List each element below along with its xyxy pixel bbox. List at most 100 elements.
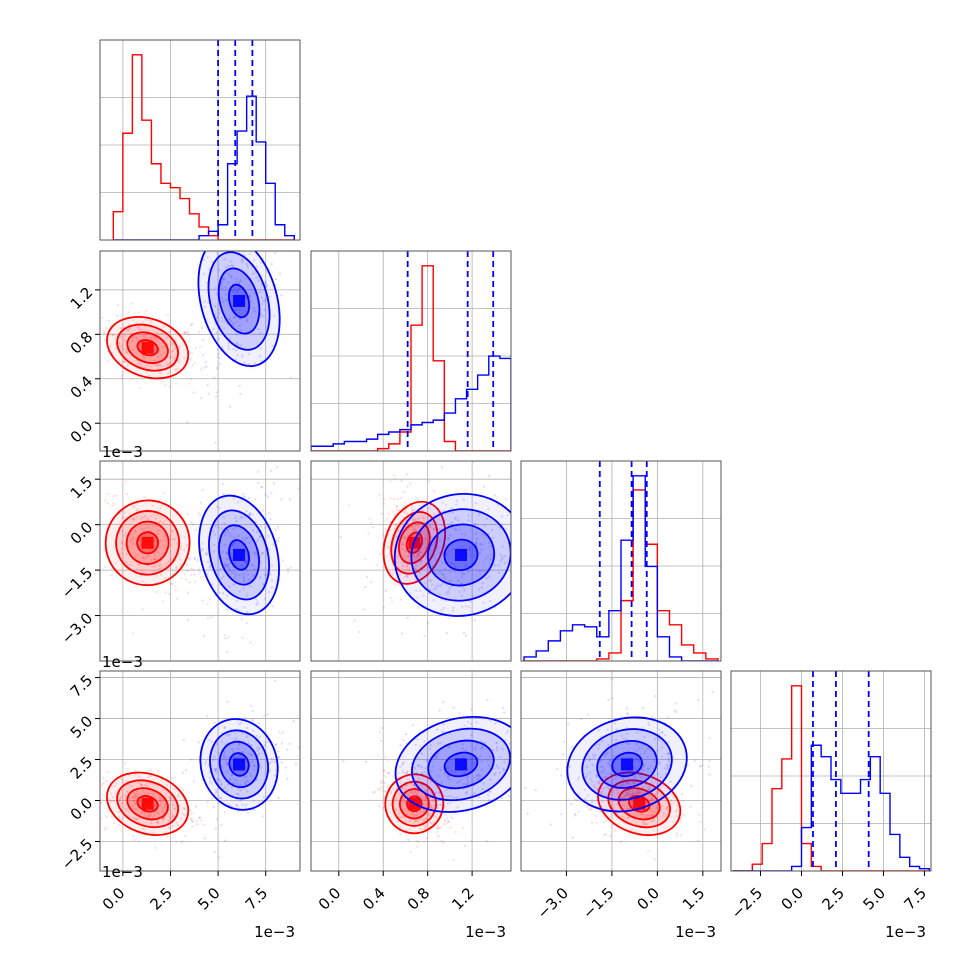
scatter-point [485, 577, 488, 580]
scatter-point [250, 774, 253, 778]
scatter-point [126, 364, 129, 367]
scatter-point [100, 801, 103, 804]
scatter-point [166, 372, 170, 376]
scatter-point [244, 221, 246, 223]
scatter-point [215, 252, 219, 255]
scatter-point [470, 733, 473, 737]
scatter-point [418, 550, 421, 554]
scatter-point [579, 717, 583, 721]
scatter-point [195, 823, 199, 826]
scatter-point [608, 787, 611, 790]
scatter-point [588, 807, 591, 811]
scatter-point [679, 816, 683, 820]
scatter-point [424, 789, 427, 793]
scatter-point [106, 492, 109, 496]
scatter-point [427, 787, 430, 791]
scatter-point [627, 793, 630, 796]
scatter-point [558, 723, 560, 725]
scatter-point [638, 773, 641, 777]
scatter-point [593, 786, 596, 789]
scatter-point [477, 513, 481, 516]
scatter-point [424, 817, 428, 821]
red-histogram [524, 489, 719, 661]
scatter-point [156, 364, 159, 367]
scatter-point [414, 523, 418, 526]
scatter-point [235, 599, 239, 602]
scatter-point [422, 803, 425, 807]
scatter-point [149, 365, 152, 368]
scatter-point [246, 790, 249, 793]
scatter-point [199, 368, 203, 371]
scatter-point [253, 567, 256, 571]
scatter-point [416, 606, 420, 610]
scatter-point [608, 763, 611, 766]
scatter-point [402, 490, 406, 494]
scatter-point [232, 316, 235, 319]
scatter-point [152, 563, 156, 567]
scatter-point [199, 501, 202, 504]
scatter-point [212, 543, 216, 547]
scatter-point [140, 568, 144, 572]
scatter-point [428, 507, 431, 510]
scatter-point [611, 822, 615, 826]
scatter-point [242, 579, 246, 583]
scatter-point [627, 790, 630, 793]
scatter-point [151, 565, 154, 568]
scatter-point [405, 535, 409, 539]
scatter-point [141, 320, 145, 324]
scatter-point [410, 780, 413, 783]
scatter-point [202, 366, 206, 369]
scatter-point [101, 316, 104, 319]
scatter-point [437, 834, 440, 838]
scatter-point [212, 530, 215, 533]
scatter-point [576, 798, 579, 802]
scatter-point [416, 794, 419, 797]
scatter-point [252, 564, 255, 567]
scatter-point [535, 523, 537, 525]
scatter-point [483, 524, 486, 528]
scatter-point [512, 761, 514, 763]
scatter-point [123, 338, 126, 341]
scatter-point [141, 788, 144, 791]
scatter-point [231, 527, 235, 531]
scatter-point [123, 511, 127, 514]
scatter-point [167, 826, 170, 829]
scatter-point [193, 573, 196, 576]
scatter-point [591, 780, 594, 783]
scatter-point [442, 700, 445, 703]
scatter-point [165, 835, 169, 838]
scatter-point [416, 525, 420, 529]
scatter-point [202, 258, 205, 261]
scatter-point [264, 493, 267, 496]
scatter-point [489, 544, 493, 548]
scatter-point [269, 469, 273, 473]
scatter-point [460, 605, 464, 609]
scatter-point [473, 619, 477, 622]
scatter-point [611, 697, 614, 700]
scatter-point [435, 753, 438, 757]
scatter-point [258, 747, 261, 750]
scatter-point [563, 740, 566, 744]
scatter-point [134, 807, 137, 811]
scatter-point [665, 806, 668, 810]
scatter-point [153, 349, 156, 352]
scatter-point [118, 797, 122, 801]
scatter-point [438, 584, 442, 588]
scatter-point [452, 606, 455, 609]
scatter-point [217, 356, 221, 359]
scatter-point [448, 801, 452, 805]
scatter-point [160, 797, 163, 800]
scatter-point [402, 739, 405, 742]
scatter-point [215, 742, 219, 746]
scatter-point [429, 806, 432, 810]
scatter-point [224, 248, 226, 250]
scatter-point [491, 536, 495, 540]
scatter-point [190, 818, 193, 822]
scatter-point [438, 791, 442, 795]
scatter-point [110, 792, 113, 796]
scatter-point [477, 777, 480, 780]
scatter-point [504, 497, 508, 500]
scatter-point [447, 592, 451, 595]
scatter-point [230, 264, 234, 267]
scatter-point [74, 325, 76, 327]
